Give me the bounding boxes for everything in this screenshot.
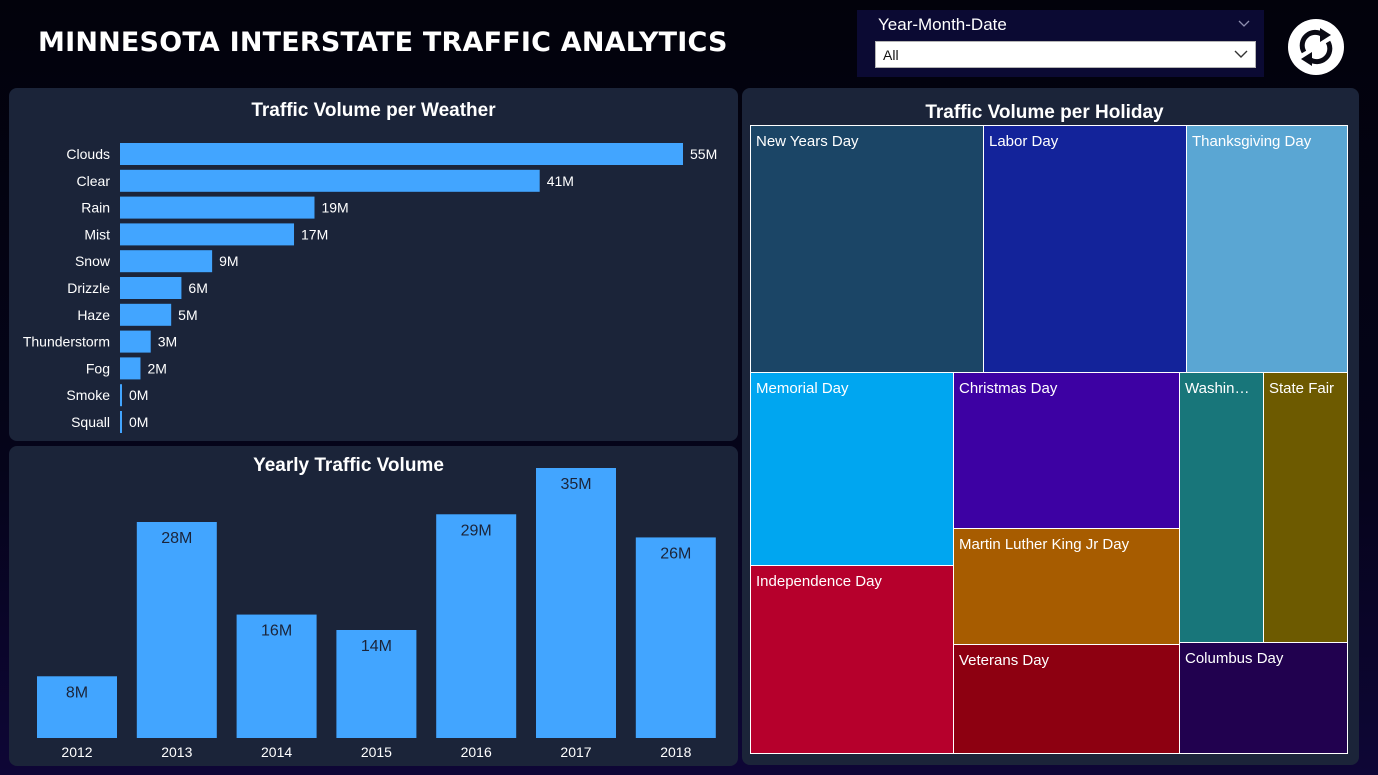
weather-category-label: Smoke	[66, 387, 110, 403]
treemap-cell-mlk-day[interactable]: Martin Luther King Jr Day	[953, 528, 1180, 645]
treemap-cell-columbus-day[interactable]: Columbus Day	[1179, 642, 1348, 754]
treemap-label: New Years Day	[756, 133, 859, 150]
weather-chart-panel: Traffic Volume per Weather Clouds 55M Clea…	[9, 88, 738, 441]
yearly-bar	[635, 537, 716, 738]
weather-bar	[120, 277, 182, 299]
weather-category-label: Snow	[75, 253, 111, 269]
weather-category-label: Drizzle	[67, 280, 110, 296]
yearly-data-label: 14M	[361, 638, 392, 655]
treemap-cell-new-years-day[interactable]: New Years Day	[750, 125, 984, 373]
yearly-bar	[136, 522, 217, 738]
weather-data-label: 17M	[301, 226, 328, 242]
treemap-cell-washington[interactable]: Washin…	[1179, 372, 1264, 643]
weather-category-label: Rain	[81, 200, 110, 216]
yearly-chart-title: Yearly Traffic Volume	[253, 455, 444, 476]
weather-bar	[120, 196, 315, 219]
yearly-bar	[336, 630, 417, 738]
weather-bar	[120, 169, 540, 192]
treemap-label: Thanksgiving Day	[1192, 133, 1312, 150]
page-title: MINNESOTA INTERSTATE TRAFFIC ANALYTICS	[38, 27, 728, 58]
yearly-chart-panel: Yearly Traffic Volume 8M 2012 28M 2013 16M 20…	[9, 446, 738, 766]
treemap-cell-thanksgiving-day[interactable]: Thanksgiving Day	[1186, 125, 1348, 373]
treemap-label: Memorial Day	[756, 380, 849, 397]
weather-chart-title: Traffic Volume per Weather	[251, 100, 496, 121]
dropdown-selected-value: All	[883, 47, 899, 63]
treemap-label: Christmas Day	[959, 380, 1058, 397]
yearly-data-label: 26M	[660, 545, 691, 562]
yearly-bar-chart: 8M 2012 28M 2013 16M 2014 14M 2015 29M 2016 35M 201…	[37, 468, 716, 760]
weather-data-label: 5M	[178, 307, 197, 323]
refresh-icon[interactable]	[1288, 19, 1344, 75]
weather-bar	[120, 330, 151, 353]
yearly-data-label: 29M	[461, 522, 492, 539]
treemap-label: Veterans Day	[959, 652, 1050, 669]
weather-bar	[120, 223, 295, 246]
holiday-chart-title: Traffic Volume per Holiday	[925, 102, 1164, 123]
yearly-category-label: 2015	[361, 744, 392, 760]
weather-bar	[120, 303, 172, 326]
treemap-label: Labor Day	[989, 133, 1059, 150]
treemap-label: Martin Luther King Jr Day	[959, 536, 1130, 553]
yearly-category-label: 2018	[660, 744, 691, 760]
yearly-bar	[436, 514, 517, 738]
yearly-data-label: 16M	[261, 623, 292, 640]
yearly-bar	[536, 468, 616, 738]
chevron-down-icon[interactable]	[1238, 17, 1250, 29]
weather-category-label: Fog	[86, 360, 110, 376]
weather-data-label: 6M	[188, 280, 207, 296]
yearly-category-label: 2012	[61, 744, 92, 760]
holiday-treemap-panel: Traffic Volume per Holiday New Years Day…	[742, 88, 1359, 765]
weather-category-label: Squall	[71, 414, 110, 430]
slicer-label: Year-Month-Date	[878, 15, 1007, 34]
weather-category-label: Mist	[84, 226, 110, 242]
treemap-label: Independence Day	[756, 573, 882, 590]
weather-data-label: 19M	[321, 200, 348, 216]
weather-category-label: Clouds	[66, 146, 110, 162]
date-slicer[interactable]: Year-Month-Date All	[857, 10, 1264, 77]
weather-bar	[120, 411, 122, 433]
yearly-category-label: 2014	[261, 744, 292, 760]
weather-bar	[120, 250, 213, 273]
dropdown-chevron-icon	[1234, 50, 1248, 58]
holiday-treemap: New Years Day Labor Day Thanksgiving Day…	[742, 88, 1359, 765]
weather-data-label: 41M	[547, 173, 574, 189]
yearly-data-label: 8M	[66, 684, 88, 701]
date-dropdown[interactable]: All	[875, 41, 1256, 68]
yearly-category-label: 2017	[560, 744, 591, 760]
weather-bar-chart: Clouds 55M Clear 41M Rain 19M Mist 17M Snow 9M Dri…	[23, 143, 717, 433]
treemap-cell-veterans-day[interactable]: Veterans Day	[953, 644, 1180, 754]
treemap-cell-labor-day[interactable]: Labor Day	[983, 125, 1187, 373]
yearly-bar	[236, 614, 317, 738]
treemap-label: Columbus Day	[1185, 650, 1284, 667]
treemap-label: State Fair	[1269, 380, 1335, 397]
treemap-cell-independence-day[interactable]: Independence Day	[750, 565, 954, 754]
yearly-category-label: 2016	[461, 744, 492, 760]
weather-data-label: 3M	[158, 334, 177, 350]
weather-category-label: Clear	[77, 173, 111, 189]
weather-data-label: 2M	[147, 360, 166, 376]
yearly-category-label: 2013	[161, 744, 192, 760]
weather-category-label: Haze	[77, 307, 110, 323]
weather-bar	[120, 143, 683, 165]
yearly-data-label: 35M	[560, 476, 591, 493]
yearly-data-label: 28M	[161, 530, 192, 547]
weather-bar	[120, 357, 141, 380]
weather-data-label: 55M	[690, 146, 717, 162]
weather-bar	[120, 384, 122, 407]
weather-category-label: Thunderstorm	[23, 334, 110, 350]
weather-data-label: 0M	[129, 387, 148, 403]
treemap-cell-memorial-day[interactable]: Memorial Day	[750, 372, 954, 566]
weather-data-label: 9M	[219, 253, 238, 269]
treemap-cell-state-fair[interactable]: State Fair	[1263, 372, 1348, 643]
yearly-bar	[37, 676, 117, 738]
weather-data-label: 0M	[129, 414, 148, 430]
treemap-cell-christmas-day[interactable]: Christmas Day	[953, 372, 1180, 529]
treemap-label: Washin…	[1185, 380, 1250, 397]
